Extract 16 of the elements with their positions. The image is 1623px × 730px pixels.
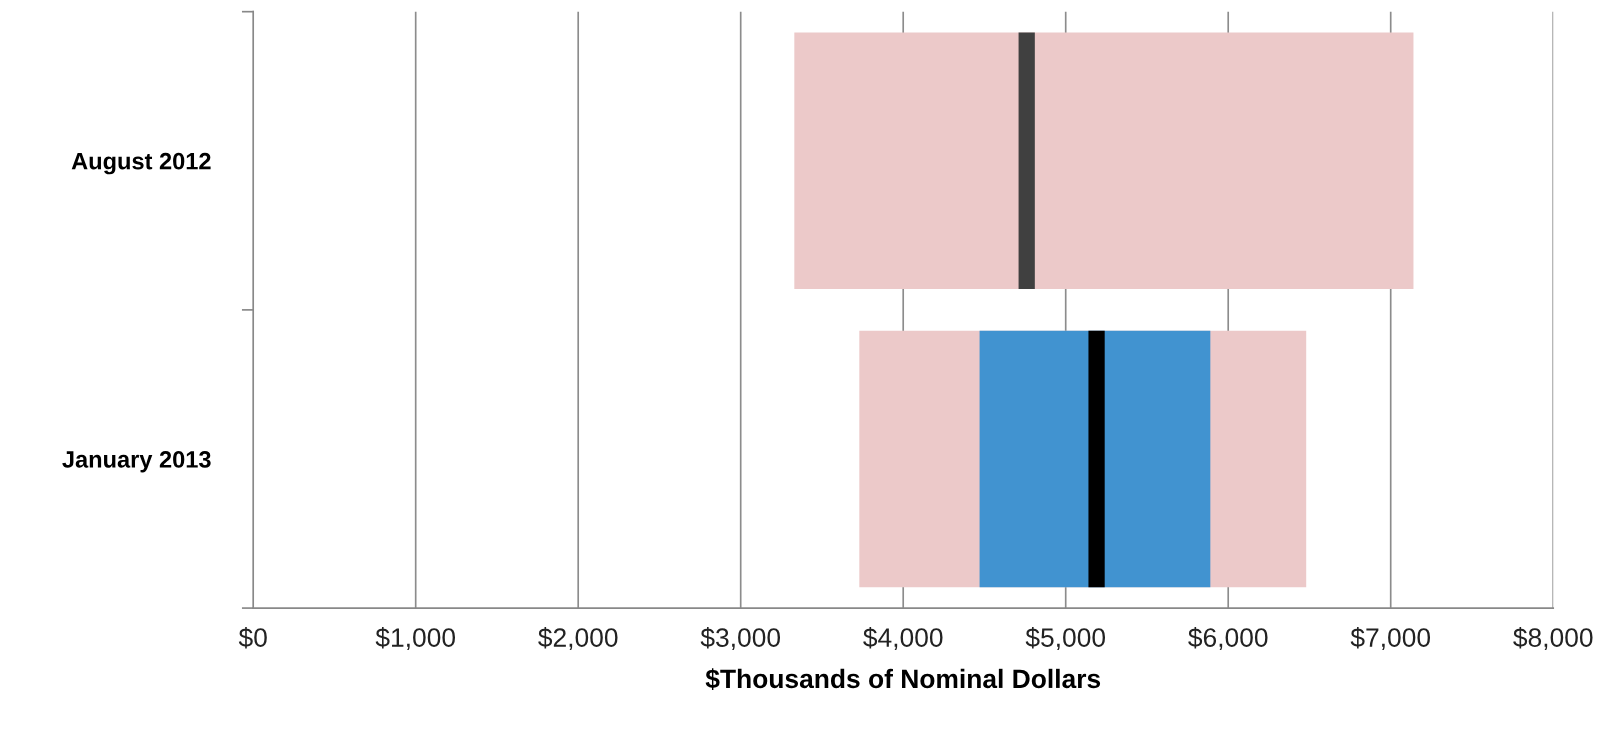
x-tick-label: $2,000 — [538, 627, 618, 651]
x-tick-label: $7,000 — [1350, 627, 1431, 651]
x-tick-label: $3,000 — [700, 627, 781, 651]
x-tick-label: $4,000 — [863, 627, 943, 651]
x-tick-label: $8,000 — [1513, 627, 1593, 651]
y-tick-label: August 2012 — [71, 152, 211, 175]
x-tick-label: $6,000 — [1188, 627, 1268, 651]
bar — [1088, 330, 1105, 588]
bar — [979, 330, 1211, 588]
bar — [1018, 32, 1035, 290]
bar — [794, 32, 1414, 290]
x-tick-label: $0 — [238, 627, 267, 649]
x-tick-label: $1,000 — [375, 627, 456, 651]
y-tick-label: January 2013 — [62, 451, 211, 473]
x-axis-title: $Thousands of Nominal Dollars — [705, 668, 1101, 690]
x-tick-label: $5,000 — [1025, 627, 1106, 651]
